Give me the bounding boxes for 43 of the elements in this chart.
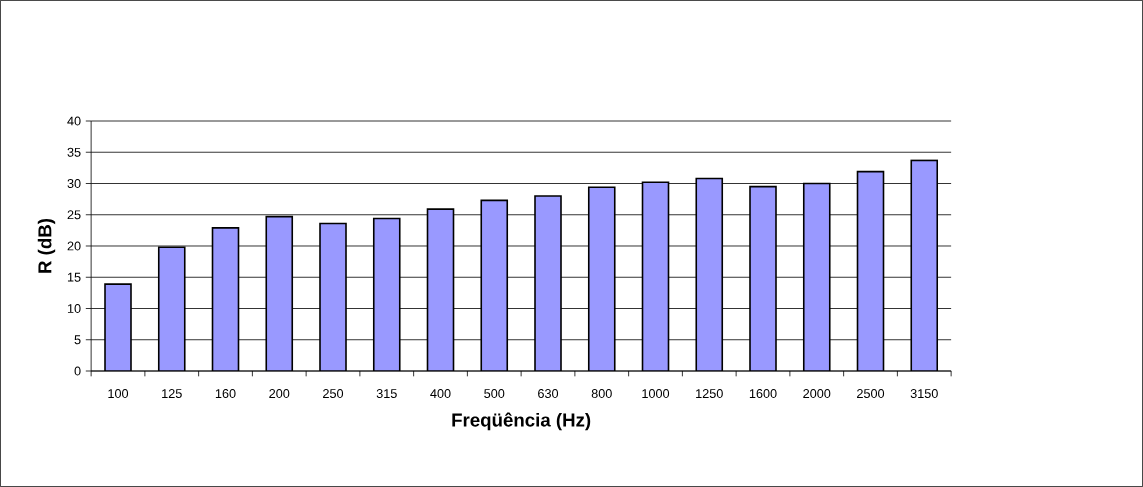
bar <box>910 159 939 371</box>
bar <box>749 185 777 371</box>
x-tick-label: 400 <box>430 389 451 399</box>
x-tick-label: 1600 <box>749 389 777 399</box>
x-tick-label: 2000 <box>803 389 831 399</box>
x-tick-label: 160 <box>215 389 236 399</box>
y-tick-label: 25 <box>67 210 81 220</box>
bar <box>265 215 294 371</box>
x-tick-label: 2500 <box>857 389 885 399</box>
bar <box>319 222 347 371</box>
y-tick-label: 15 <box>67 272 81 282</box>
bar <box>587 186 616 371</box>
x-tick-label: 800 <box>591 389 612 399</box>
y-axis-title: R (dB) <box>37 218 56 273</box>
x-tick-label: 250 <box>323 389 344 399</box>
y-tick-label: 0 <box>74 366 81 376</box>
bar <box>695 177 724 371</box>
x-tick-label: 200 <box>269 389 290 399</box>
bar <box>534 195 562 371</box>
bar <box>211 227 240 371</box>
x-tick-label: 630 <box>538 389 559 399</box>
bar <box>104 283 132 371</box>
y-tick-label: 10 <box>67 304 81 313</box>
y-tick-label: 5 <box>74 335 81 345</box>
x-axis-title: Freqüência (Hz) <box>452 412 591 431</box>
bar <box>480 199 509 371</box>
y-tick-label: 40 <box>67 116 81 126</box>
y-tick-label: 30 <box>67 179 81 188</box>
x-tick-label: 1250 <box>696 389 723 399</box>
x-tick-label: 3150 <box>910 389 938 399</box>
x-tick-label: 315 <box>376 389 397 399</box>
bar <box>157 246 186 371</box>
bar <box>802 182 831 371</box>
bar <box>372 217 401 371</box>
x-tick-label: 125 <box>162 389 182 399</box>
bar <box>426 208 455 371</box>
y-tick-label: 20 <box>67 241 81 251</box>
x-tick-label: 1000 <box>642 389 670 399</box>
bar <box>856 170 885 371</box>
x-tick-label: 500 <box>484 389 505 399</box>
y-tick-label: 35 <box>67 147 81 157</box>
x-tick-label: 100 <box>108 389 129 399</box>
bar <box>641 181 670 371</box>
